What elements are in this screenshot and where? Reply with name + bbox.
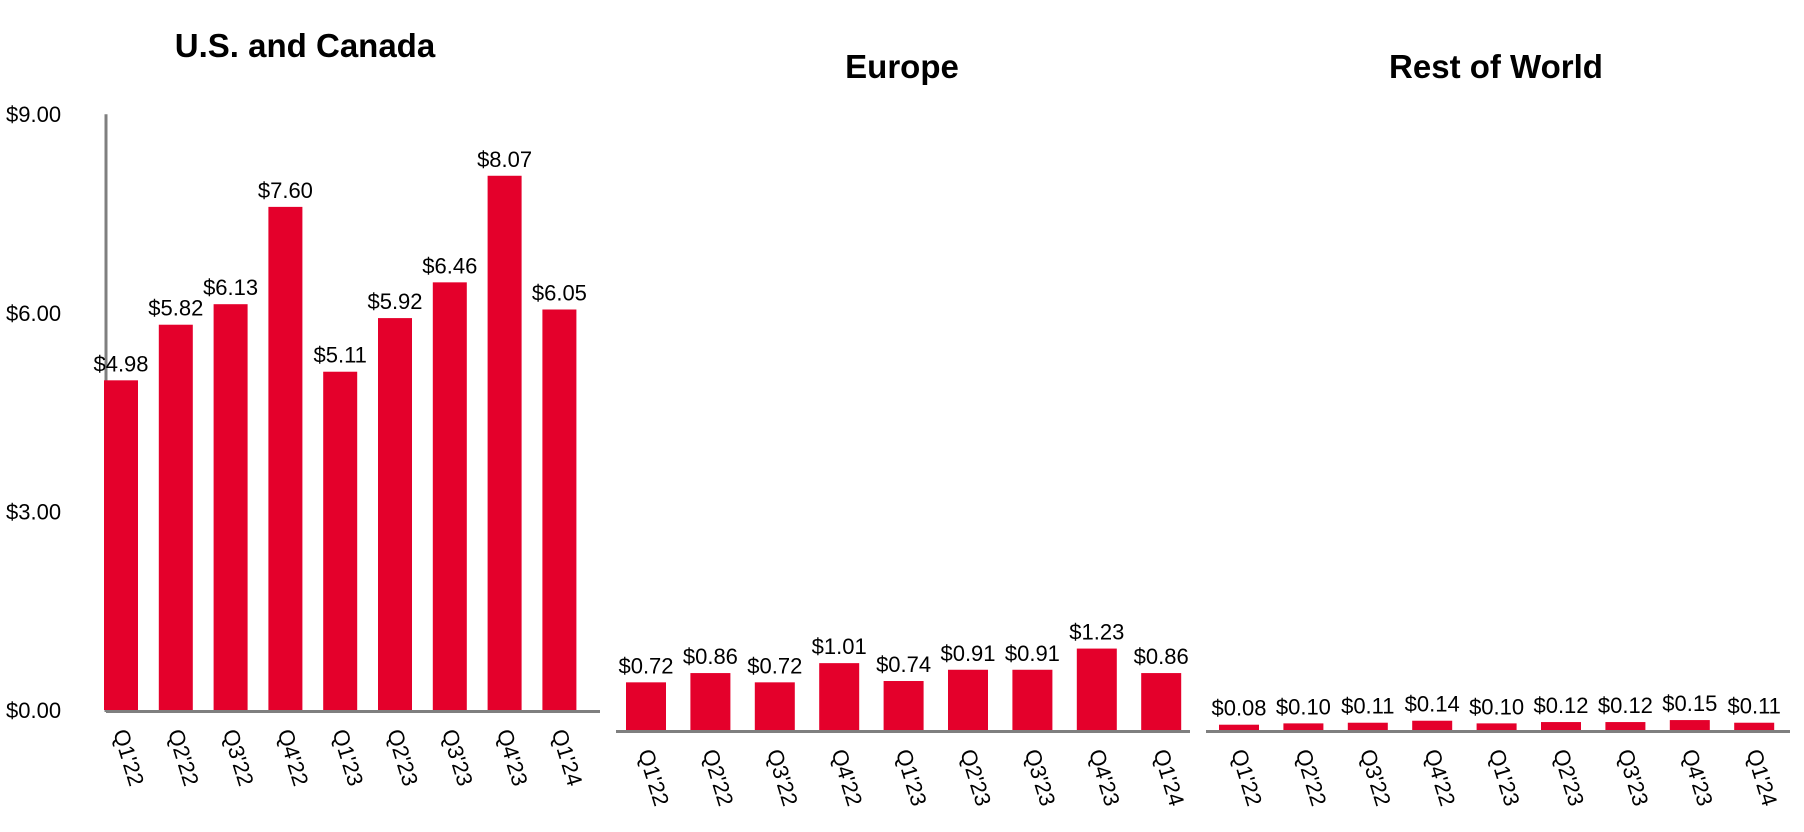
x-tick-label: Q3'22 <box>762 746 803 809</box>
x-tick-label: Q3'22 <box>1355 746 1396 809</box>
data-label: $5.11 <box>313 343 366 368</box>
x-tick-label: Q2'22 <box>698 746 739 809</box>
x-tick-label: Q2'23 <box>1548 746 1589 809</box>
data-label: $0.86 <box>683 644 738 669</box>
x-tick-label: Q2'22 <box>1291 746 1332 809</box>
panel-title: Europe <box>845 48 959 85</box>
x-tick-label: Q3'23 <box>1020 746 1061 809</box>
x-tick-label: Q3'22 <box>218 726 259 789</box>
data-label: $0.74 <box>876 652 931 677</box>
bar <box>1141 673 1182 730</box>
bar <box>487 175 522 711</box>
bar <box>883 681 924 730</box>
bar <box>1734 722 1775 730</box>
panel-title: U.S. and Canada <box>175 27 436 64</box>
bar <box>1605 722 1646 730</box>
bar <box>1669 720 1710 730</box>
x-tick-label: Q1'24 <box>1148 746 1189 809</box>
data-label: $0.10 <box>1469 694 1524 719</box>
data-label: $0.12 <box>1533 693 1588 718</box>
x-tick-label: Q4'22 <box>826 746 867 809</box>
data-label: $0.86 <box>1134 644 1189 669</box>
y-tick-label: $0.00 <box>6 698 61 723</box>
bar <box>542 309 577 710</box>
bar <box>1219 724 1259 730</box>
data-label: $0.08 <box>1211 696 1266 721</box>
bar <box>323 371 358 710</box>
data-label: $6.05 <box>532 280 587 305</box>
y-tick-label: $6.00 <box>6 301 61 326</box>
x-tick-label: Q1'24 <box>1741 746 1782 809</box>
bar <box>432 282 467 710</box>
data-label: $0.11 <box>1727 694 1780 719</box>
data-label: $0.12 <box>1598 693 1653 718</box>
bar <box>268 206 303 710</box>
x-tick-label: Q1'24 <box>547 726 588 789</box>
x-tick-label: Q1'22 <box>1226 746 1267 809</box>
data-label: $6.46 <box>422 253 477 278</box>
data-label: $1.23 <box>1069 620 1124 645</box>
data-label: $0.91 <box>940 641 995 666</box>
x-tick-label: Q4'23 <box>1677 746 1718 809</box>
panel-title: Rest of World <box>1389 48 1603 85</box>
bar <box>690 673 731 730</box>
bar <box>948 669 988 730</box>
x-tick-label: Q1'23 <box>327 726 368 789</box>
data-label: $5.82 <box>148 296 203 321</box>
x-tick-label: Q4'23 <box>492 726 533 789</box>
data-label: $5.92 <box>367 289 422 314</box>
data-label: $1.01 <box>812 634 867 659</box>
x-tick-label: Q2'23 <box>382 726 423 789</box>
x-tick-label: Q2'22 <box>163 726 204 789</box>
data-label: $0.72 <box>618 653 673 678</box>
bar <box>1012 669 1053 730</box>
bar <box>1476 723 1517 730</box>
bar <box>1283 723 1324 730</box>
x-tick-label: Q1'23 <box>1484 746 1525 809</box>
data-label: $7.60 <box>258 178 313 203</box>
bar <box>1347 722 1388 730</box>
data-label: $0.10 <box>1276 694 1331 719</box>
data-label: $4.98 <box>93 351 148 376</box>
bar <box>626 682 666 730</box>
bar <box>158 324 193 710</box>
bar <box>1541 722 1581 730</box>
y-tick-label: $3.00 <box>6 499 61 524</box>
x-tick-label: Q3'23 <box>437 726 478 789</box>
y-tick-label: $9.00 <box>6 102 61 127</box>
x-tick-label: Q4'22 <box>1419 746 1460 809</box>
data-label: $0.14 <box>1405 692 1460 717</box>
data-label: $8.07 <box>477 147 532 172</box>
bar <box>1076 648 1117 730</box>
x-tick-label: Q2'23 <box>955 746 996 809</box>
bar <box>754 682 795 730</box>
x-tick-label: Q3'23 <box>1613 746 1654 809</box>
x-tick-label: Q1'22 <box>108 726 149 789</box>
bar <box>378 318 412 710</box>
bar <box>819 663 860 730</box>
data-label: $0.15 <box>1662 691 1717 716</box>
data-label: $0.72 <box>747 653 802 678</box>
x-tick-label: Q4'22 <box>273 726 314 789</box>
x-tick-label: Q1'23 <box>891 746 932 809</box>
data-label: $0.91 <box>1005 641 1060 666</box>
bar <box>213 304 248 710</box>
bar <box>1412 720 1453 730</box>
data-label: $6.13 <box>203 275 258 300</box>
x-tick-label: Q4'23 <box>1084 746 1125 809</box>
x-tick-label: Q1'22 <box>633 746 674 809</box>
bar <box>104 380 138 710</box>
data-label: $0.11 <box>1341 694 1394 719</box>
